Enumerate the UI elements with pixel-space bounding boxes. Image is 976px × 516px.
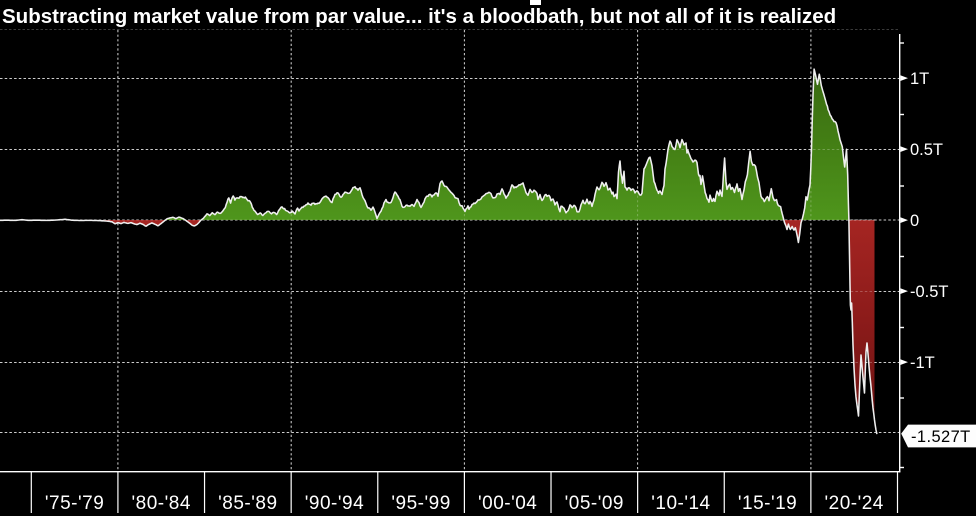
svg-text:'95-'99: '95-'99 <box>391 493 450 514</box>
svg-text:-1T: -1T <box>910 354 935 372</box>
svg-text:'20-'24: '20-'24 <box>825 493 884 514</box>
svg-text:'85-'89: '85-'89 <box>218 493 277 514</box>
svg-text:'00-'04: '00-'04 <box>478 493 537 514</box>
svg-text:'15-'19: '15-'19 <box>738 493 797 514</box>
svg-text:'75-'79: '75-'79 <box>45 493 104 514</box>
svg-text:'90-'94: '90-'94 <box>305 493 364 514</box>
svg-text:-1.527T: -1.527T <box>911 428 971 446</box>
svg-text:1T: 1T <box>910 70 929 88</box>
svg-text:'10-'14: '10-'14 <box>651 493 710 514</box>
svg-text:'80-'84: '80-'84 <box>132 493 191 514</box>
svg-text:0: 0 <box>910 212 919 230</box>
svg-text:'05-'09: '05-'09 <box>565 493 624 514</box>
svg-text:0.5T: 0.5T <box>910 141 943 159</box>
svg-text:-0.5T: -0.5T <box>910 283 949 301</box>
